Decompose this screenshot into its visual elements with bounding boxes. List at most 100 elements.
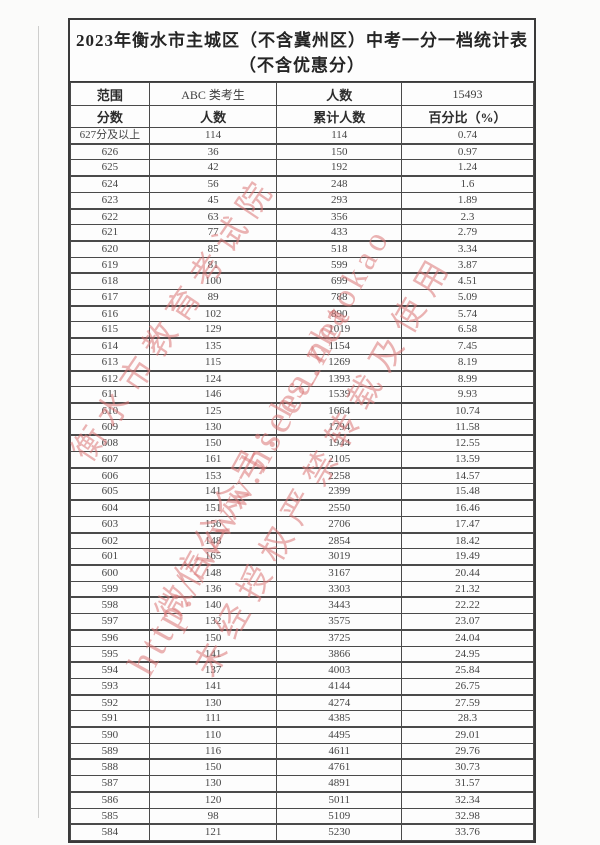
percent-cell: 19.49 bbox=[401, 548, 534, 566]
table-row: 621 77 433 2.79 bbox=[70, 224, 534, 242]
cumulative-cell: 1664 bbox=[276, 401, 403, 420]
table-row: 591 111 4385 28.3 bbox=[70, 710, 534, 728]
count-cell: 85 bbox=[148, 239, 278, 258]
table-row: 623 45 293 1.89 bbox=[70, 191, 534, 210]
count-cell: 161 bbox=[148, 451, 278, 469]
cumulative-cell: 4385 bbox=[276, 710, 403, 728]
score-cell: 597 bbox=[70, 613, 150, 631]
cumulative-cell: 4003 bbox=[276, 661, 403, 679]
table-row: 620 85 518 3.34 bbox=[70, 239, 534, 258]
score-cell: 589 bbox=[70, 742, 150, 760]
table-row: 602 148 2854 18.42 bbox=[70, 531, 534, 550]
percent-cell: 27.59 bbox=[401, 693, 534, 712]
cumulative-cell: 5011 bbox=[276, 790, 403, 809]
percent-cell: 1.6 bbox=[401, 175, 534, 193]
percent-cell: 1.89 bbox=[401, 191, 534, 210]
table-row: 601 165 3019 19.49 bbox=[70, 548, 534, 566]
table-row: 619 81 599 3.87 bbox=[70, 256, 534, 274]
score-cell: 602 bbox=[70, 531, 150, 550]
candidate-type: ABC 类考生 bbox=[148, 82, 278, 106]
count-cell: 141 bbox=[148, 483, 278, 501]
count-cell: 146 bbox=[148, 386, 278, 404]
table-row: 612 124 1393 8.99 bbox=[70, 369, 534, 388]
percent-cell: 0.74 bbox=[401, 126, 534, 145]
table-row: 587 130 4891 31.57 bbox=[70, 775, 534, 793]
score-cell: 612 bbox=[70, 369, 150, 388]
count-cell: 135 bbox=[148, 337, 278, 355]
percent-cell: 25.84 bbox=[401, 661, 534, 679]
table-row: 626 36 150 0.97 bbox=[70, 142, 534, 161]
percent-cell: 6.58 bbox=[401, 321, 534, 339]
cumulative-cell: 192 bbox=[276, 159, 403, 177]
count-cell: 137 bbox=[148, 661, 278, 679]
percent-cell: 26.75 bbox=[401, 677, 534, 696]
table-row: 599 136 3303 21.32 bbox=[70, 580, 534, 598]
score-cell: 618 bbox=[70, 272, 150, 291]
score-cell: 608 bbox=[70, 434, 150, 453]
score-cell: 619 bbox=[70, 256, 150, 274]
table-row: 600 148 3167 20.44 bbox=[70, 563, 534, 582]
cumulative-cell: 3019 bbox=[276, 548, 403, 566]
score-cell: 617 bbox=[70, 289, 150, 307]
table-row: 618 100 699 4.51 bbox=[70, 272, 534, 291]
cumulative-cell: 5109 bbox=[276, 807, 403, 825]
col-header-score: 分数 bbox=[70, 105, 150, 128]
table-row: 610 125 1664 10.74 bbox=[70, 401, 534, 420]
percent-cell: 12.55 bbox=[401, 434, 534, 453]
table-row: 614 135 1154 7.45 bbox=[70, 337, 534, 355]
cumulative-cell: 248 bbox=[276, 175, 403, 193]
percent-cell: 32.34 bbox=[401, 790, 534, 809]
score-cell: 605 bbox=[70, 483, 150, 501]
score-cell: 596 bbox=[70, 628, 150, 647]
cumulative-cell: 518 bbox=[276, 239, 403, 258]
percent-cell: 3.87 bbox=[401, 256, 534, 274]
percent-cell: 22.22 bbox=[401, 596, 534, 615]
count-cell: 111 bbox=[148, 710, 278, 728]
percent-cell: 17.47 bbox=[401, 515, 534, 534]
count-cell: 130 bbox=[148, 775, 278, 793]
score-cell: 613 bbox=[70, 353, 150, 372]
cumulative-cell: 1539 bbox=[276, 386, 403, 404]
cumulative-cell: 788 bbox=[276, 289, 403, 307]
cumulative-cell: 1393 bbox=[276, 369, 403, 388]
percent-cell: 11.58 bbox=[401, 418, 534, 436]
score-cell: 616 bbox=[70, 304, 150, 323]
percent-cell: 7.45 bbox=[401, 337, 534, 355]
count-cell: 129 bbox=[148, 321, 278, 339]
count-cell: 116 bbox=[148, 742, 278, 760]
cumulative-cell: 2399 bbox=[276, 483, 403, 501]
table-row: 611 146 1539 9.93 bbox=[70, 386, 534, 404]
percent-cell: 1.24 bbox=[401, 159, 534, 177]
score-cell: 593 bbox=[70, 677, 150, 696]
cumulative-cell: 433 bbox=[276, 224, 403, 242]
count-cell: 136 bbox=[148, 580, 278, 598]
score-cell: 600 bbox=[70, 563, 150, 582]
percent-cell: 28.3 bbox=[401, 710, 534, 728]
table-row: 608 150 1944 12.55 bbox=[70, 434, 534, 453]
cumulative-cell: 3167 bbox=[276, 563, 403, 582]
count-cell: 148 bbox=[148, 531, 278, 550]
percent-cell: 5.74 bbox=[401, 304, 534, 323]
score-cell: 609 bbox=[70, 418, 150, 436]
score-cell: 622 bbox=[70, 207, 150, 226]
score-distribution-table: 范围 ABC 类考生 人数 15493 分数 人数 累计人数 百分比（%） 62… bbox=[70, 82, 534, 841]
percent-cell: 8.99 bbox=[401, 369, 534, 388]
count-cell: 153 bbox=[148, 466, 278, 485]
percent-cell: 31.57 bbox=[401, 775, 534, 793]
score-cell: 607 bbox=[70, 451, 150, 469]
cumulative-cell: 5230 bbox=[276, 823, 403, 841]
count-cell: 132 bbox=[148, 613, 278, 631]
table-row: 593 141 4144 26.75 bbox=[70, 677, 534, 696]
count-cell: 115 bbox=[148, 353, 278, 372]
cumulative-cell: 3725 bbox=[276, 628, 403, 647]
table-body: 627分及以上 114 114 0.74 626 36 150 0.97 625… bbox=[70, 126, 534, 841]
score-cell: 620 bbox=[70, 239, 150, 258]
cumulative-cell: 599 bbox=[276, 256, 403, 274]
percent-cell: 5.09 bbox=[401, 289, 534, 307]
table-row: 588 150 4761 30.73 bbox=[70, 758, 534, 777]
score-cell: 614 bbox=[70, 337, 150, 355]
table-row: 595 141 3866 24.95 bbox=[70, 645, 534, 663]
score-cell: 599 bbox=[70, 580, 150, 598]
count-cell: 124 bbox=[148, 369, 278, 388]
table-row: 592 130 4274 27.59 bbox=[70, 693, 534, 712]
